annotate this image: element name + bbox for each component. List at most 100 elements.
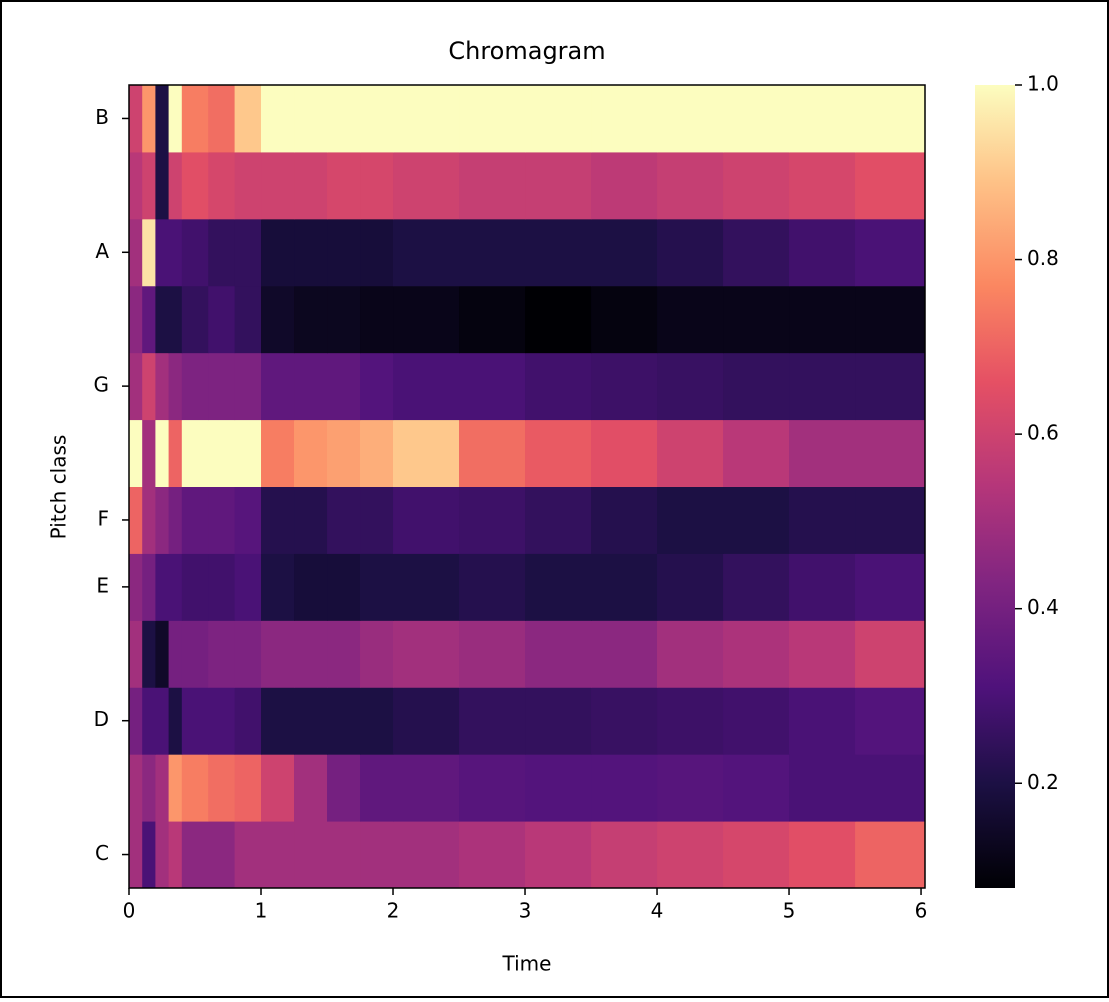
heatmap-cell: [261, 620, 295, 688]
heatmap-cell: [327, 285, 361, 354]
heatmap-cell: [591, 419, 658, 487]
heatmap-cell: [657, 821, 724, 889]
heatmap-cell: [261, 754, 295, 822]
heatmap-cell: [723, 553, 790, 621]
heatmap-cell: [723, 486, 790, 554]
heatmap-cell: [142, 352, 156, 421]
heatmap-cell: [129, 754, 143, 822]
heatmap-cell: [393, 218, 460, 287]
heatmap-cell: [723, 821, 790, 889]
heatmap-cell: [657, 553, 724, 621]
heatmap-cell: [657, 85, 724, 153]
heatmap-cell: [459, 486, 526, 554]
heatmap-cell: [208, 218, 236, 287]
colorbar-tick-label: 0.2: [1027, 770, 1059, 794]
heatmap-cell: [181, 620, 209, 688]
heatmap-cell: [129, 419, 143, 487]
heatmap-cell: [459, 419, 526, 487]
y-axis-label: Pitch class: [47, 435, 71, 540]
heatmap-cell: [525, 285, 592, 354]
heatmap-cell: [525, 85, 592, 153]
heatmap-cell: [327, 352, 361, 421]
heatmap-cell: [234, 352, 262, 421]
heatmap-cell: [129, 553, 143, 621]
heatmap-cell: [360, 620, 394, 688]
heatmap-cell: [129, 285, 143, 354]
heatmap-cell: [657, 285, 724, 354]
heatmap-cell: [525, 419, 592, 487]
heatmap-cell: [855, 151, 926, 220]
heatmap-cell: [789, 486, 856, 554]
heatmap-cell: [459, 151, 526, 220]
heatmap-cell: [261, 821, 295, 889]
x-tick-label: 5: [783, 899, 796, 923]
heatmap-cell: [208, 419, 236, 487]
heatmap-cell: [168, 687, 183, 755]
heatmap-cell: [129, 85, 143, 153]
heatmap-cell: [294, 821, 328, 889]
heatmap-cell: [208, 553, 236, 621]
heatmap-cell: [327, 419, 361, 487]
heatmap-cell: [155, 419, 170, 487]
heatmap-cell: [294, 285, 328, 354]
heatmap-cell: [129, 486, 143, 554]
heatmap-cell: [591, 553, 658, 621]
heatmap-cell: [168, 419, 183, 487]
heatmap-cell: [129, 352, 143, 421]
heatmap-cell: [789, 151, 856, 220]
heatmap-cell: [208, 85, 236, 153]
heatmap-cell: [327, 620, 361, 688]
heatmap-cell: [208, 821, 236, 889]
heatmap-cell: [181, 821, 209, 889]
heatmap-cell: [155, 821, 170, 889]
heatmap-cell: [360, 687, 394, 755]
heatmap-cell: [525, 754, 592, 822]
x-axis-label: Time: [502, 952, 552, 976]
heatmap-cell: [294, 687, 328, 755]
colorbar: [975, 85, 1015, 888]
heatmap-cell: [234, 85, 262, 153]
heatmap-cell: [459, 687, 526, 755]
heatmap-cell: [168, 352, 183, 421]
heatmap-cell: [459, 553, 526, 621]
y-tick-label: F: [97, 506, 109, 530]
x-tick-label: 1: [255, 899, 268, 923]
heatmap-cell: [208, 285, 236, 354]
heatmap-cell: [657, 687, 724, 755]
heatmap-cell: [155, 553, 170, 621]
heatmap-cell: [261, 151, 295, 220]
heatmap-cell: [393, 687, 460, 755]
y-tick-label: D: [94, 707, 109, 731]
heatmap-cell: [181, 218, 209, 287]
heatmap-cell: [142, 218, 156, 287]
heatmap-cell: [459, 821, 526, 889]
y-tick-label: B: [95, 105, 109, 129]
heatmap-cell: [525, 352, 592, 421]
heatmap-cell: [294, 486, 328, 554]
heatmap-cell: [142, 821, 156, 889]
heatmap-cell: [789, 419, 856, 487]
heatmap-cell: [261, 85, 295, 153]
heatmap-cell: [261, 218, 295, 287]
heatmap-cell: [855, 85, 926, 153]
heatmap-cell: [723, 218, 790, 287]
heatmap-cell: [155, 687, 170, 755]
heatmap-cell: [181, 687, 209, 755]
heatmap-cell: [168, 218, 183, 287]
heatmap-cell: [723, 85, 790, 153]
heatmap-cell: [208, 620, 236, 688]
heatmap-cell: [181, 285, 209, 354]
heatmap-cell: [393, 285, 460, 354]
heatmap-cell: [789, 553, 856, 621]
heatmap-cell: [327, 821, 361, 889]
heatmap-cell: [327, 687, 361, 755]
colorbar-tick-label: 0.8: [1027, 246, 1059, 270]
heatmap-cell: [657, 419, 724, 487]
heatmap-cell: [591, 821, 658, 889]
heatmap-cell: [723, 687, 790, 755]
heatmap-cell: [294, 352, 328, 421]
heatmap-cell: [459, 754, 526, 822]
heatmap-cell: [234, 151, 262, 220]
heatmap-cell: [525, 486, 592, 554]
heatmap-cell: [168, 553, 183, 621]
